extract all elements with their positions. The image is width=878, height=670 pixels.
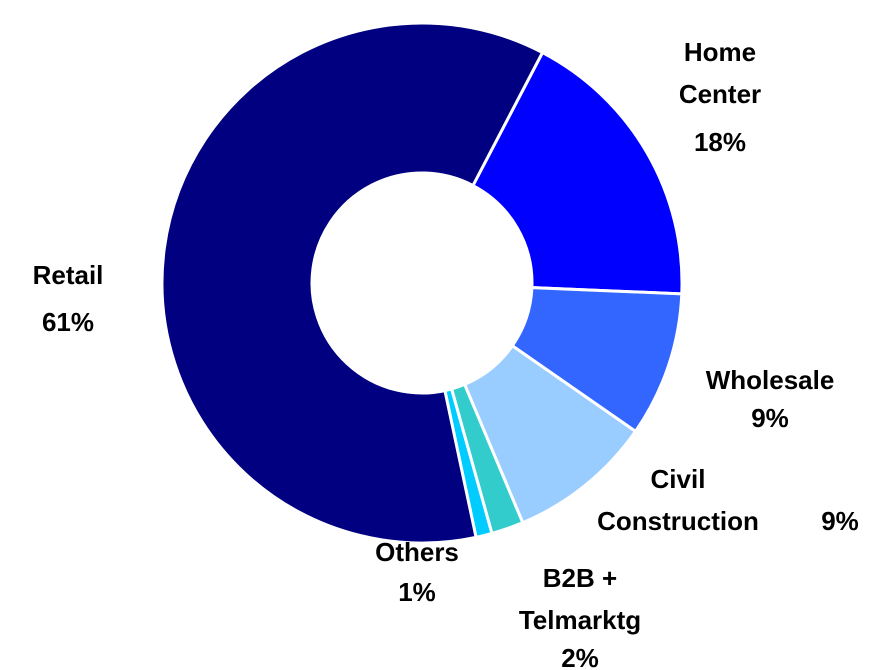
- slice-label: Civil Construction: [597, 464, 759, 536]
- slice-value-label: 18%: [693, 127, 747, 157]
- slice-value-label: 1%: [398, 577, 436, 607]
- slice-value-label: 9%: [751, 403, 789, 433]
- slice-label: Retail: [32, 260, 104, 290]
- slice-value-label: 2%: [561, 643, 599, 670]
- slice-value-label: 61%: [41, 307, 95, 337]
- slice-label: Wholesale: [705, 365, 835, 395]
- slice-label: Home Center: [678, 37, 762, 109]
- slice-label: Others: [375, 537, 459, 567]
- donut-slice: [160, 21, 545, 545]
- donut-slice: [470, 50, 684, 296]
- slice-value-label: 9%: [821, 506, 859, 536]
- slice-label: B2B + Telmarktg: [518, 563, 642, 635]
